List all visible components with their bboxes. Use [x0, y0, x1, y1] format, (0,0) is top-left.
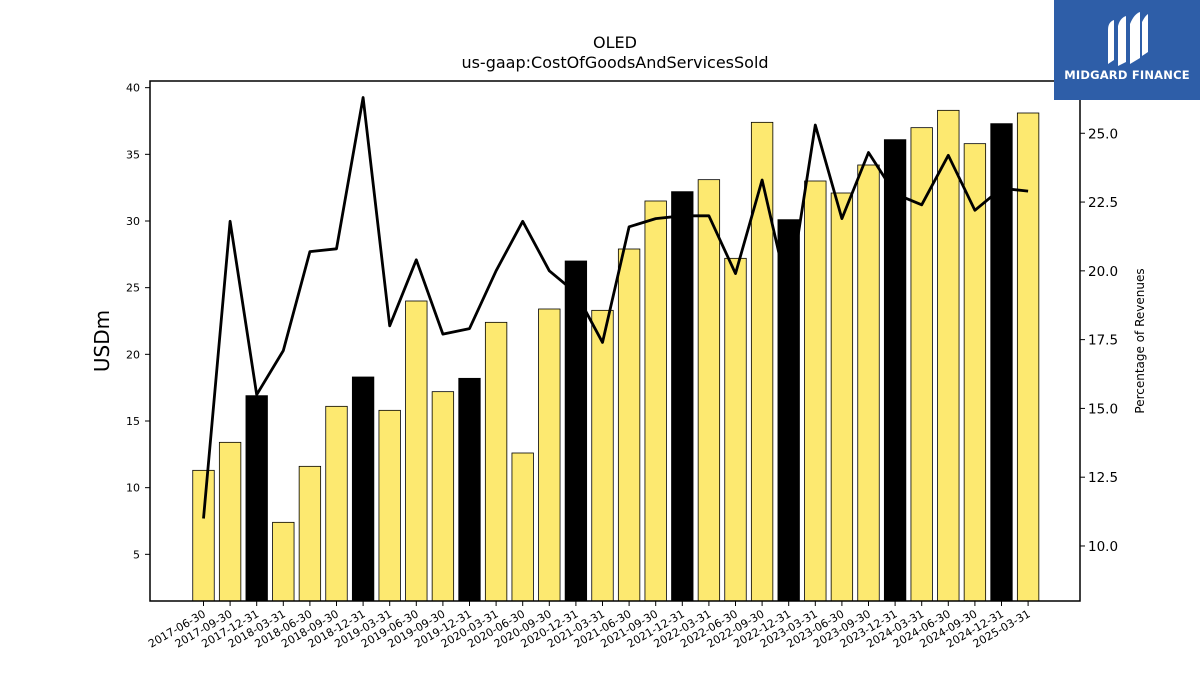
y2-tick-label: 12.5 [1088, 470, 1118, 486]
bar-2019-06-30 [405, 300, 428, 602]
bar-2024-09-30 [963, 143, 987, 602]
y-tick-label: 15 [126, 415, 140, 428]
bar-2021-09-30 [644, 200, 667, 602]
brand-logo: MIDGARD FINANCE [1054, 0, 1200, 100]
bar-2018-03-31 [272, 521, 295, 602]
bar-2017-06-30 [192, 469, 215, 602]
bar-2020-09-30 [538, 308, 561, 602]
y2-tick-label: 22.5 [1088, 195, 1118, 211]
chart-title: OLED [593, 33, 637, 52]
bar-2022-06-30 [724, 257, 747, 602]
y2-tick-label: 17.5 [1088, 333, 1118, 349]
bar-2018-12-31 [351, 376, 375, 602]
bar-2018-06-30 [298, 465, 322, 602]
y-tick-label: 5 [133, 548, 140, 561]
bar-2017-09-30 [218, 441, 242, 602]
y2-tick-label: 10.0 [1088, 539, 1118, 555]
y-tick-label: 25 [126, 282, 140, 295]
bar-2021-06-30 [617, 248, 641, 602]
y-axis-label: USDm [90, 310, 114, 372]
y-tick-label: 35 [126, 148, 140, 161]
y-tick-label: 10 [126, 482, 140, 495]
bar-2023-06-30 [830, 192, 854, 602]
bar-2017-12-31 [245, 395, 268, 602]
bar-2023-03-31 [804, 180, 827, 602]
logo-text: MIDGARD FINANCE [1064, 68, 1190, 82]
y2-tick-label: 25.0 [1088, 126, 1118, 142]
bar-2019-12-31 [458, 377, 481, 602]
bar-2024-06-30 [937, 109, 960, 602]
y-tick-label: 40 [126, 82, 140, 95]
bar-2020-12-31 [564, 260, 588, 602]
bar-2019-09-30 [431, 391, 455, 602]
y2-axis-label: Percentage of Revenues [1133, 268, 1147, 413]
chart-subtitle: us-gaap:CostOfGoodsAndServicesSold [461, 53, 768, 72]
bar-2021-12-31 [671, 191, 694, 602]
bar-2021-03-31 [591, 309, 614, 602]
bar-2024-03-31 [910, 127, 933, 602]
bar-2020-03-31 [484, 321, 508, 602]
y2-tick-label: 20.0 [1088, 264, 1118, 280]
bar-2018-09-30 [325, 405, 348, 602]
bar-2022-12-31 [777, 219, 800, 602]
bar-2022-03-31 [697, 179, 721, 602]
bar-2023-12-31 [883, 139, 907, 602]
bar-2022-09-30 [750, 121, 774, 602]
y-tick-label: 20 [126, 348, 140, 361]
logo-mark-icon [1108, 12, 1148, 66]
bar-2025-03-31 [1016, 112, 1040, 602]
bar-2019-03-31 [378, 409, 401, 602]
y2-tick-label: 15.0 [1088, 401, 1118, 417]
plot-frame [149, 80, 1081, 602]
y-tick-label: 30 [126, 215, 140, 228]
bar-2020-06-30 [511, 452, 534, 602]
bar-2023-09-30 [857, 164, 880, 602]
percentage-line [202, 96, 1029, 519]
